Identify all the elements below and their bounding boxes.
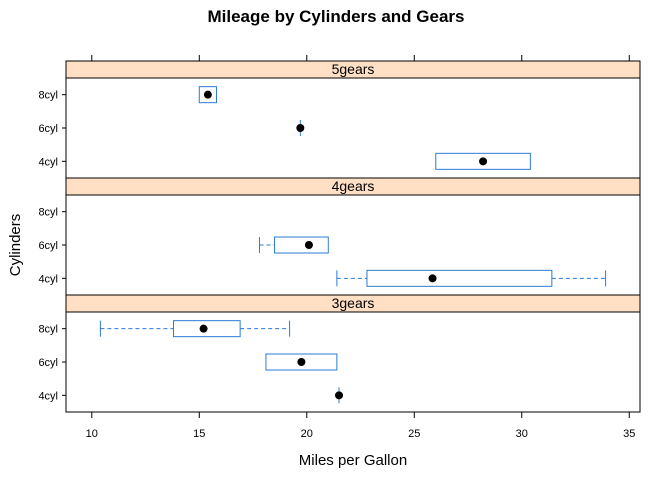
chart-title: Mileage by Cylinders and Gears [208, 7, 465, 26]
x-tick-label: 30 [516, 428, 528, 440]
x-tick-label: 15 [193, 428, 205, 440]
median-dot [296, 124, 305, 132]
iqr-box [198, 86, 217, 104]
median-dot [428, 274, 437, 283]
y-tick-label: 6cyl [38, 357, 58, 369]
y-tick-label: 4cyl [38, 156, 58, 168]
panel-strip [65, 177, 641, 196]
x-tick-label: 35 [623, 428, 635, 440]
iqr-box [172, 320, 241, 338]
median-dot [199, 324, 208, 333]
y-tick-label: 4cyl [38, 390, 58, 402]
plot-area: 5gears 4cyl 6cyl 8cyl 4gears 4cyl 6cyl 8cyl 3gea… [38, 55, 641, 440]
y-tick-label: 4cyl [38, 273, 58, 285]
panel-frame [65, 77, 641, 179]
y-axis-label: Cylinders [7, 214, 24, 277]
median-dot [297, 358, 306, 366]
iqr-box [274, 236, 329, 254]
y-tick-label: 6cyl [38, 240, 58, 252]
x-tick-label: 10 [86, 428, 98, 440]
median-dot [304, 241, 313, 249]
panel-strip-label: 5gears [332, 61, 375, 77]
y-tick-label: 8cyl [38, 207, 58, 219]
x-tick-label: 25 [408, 428, 420, 440]
panel-strip-label: 4gears [332, 178, 375, 194]
panel-frame [65, 194, 641, 296]
panel-strip-label: 3gears [332, 295, 375, 311]
x-axis-label: Miles per Gallon [299, 452, 407, 469]
y-tick-label: 8cyl [38, 90, 58, 102]
iqr-box [435, 152, 531, 170]
panel-strip [65, 294, 641, 313]
median-dot [335, 391, 344, 400]
panel-frame [65, 311, 641, 413]
median-dot [203, 90, 212, 99]
y-tick-label: 8cyl [38, 324, 58, 336]
x-tick-label: 20 [301, 428, 313, 440]
panel-strip [65, 60, 641, 79]
iqr-box [366, 269, 553, 287]
median-dot [479, 157, 488, 166]
iqr-box [265, 353, 338, 371]
y-tick-label: 6cyl [38, 123, 58, 135]
